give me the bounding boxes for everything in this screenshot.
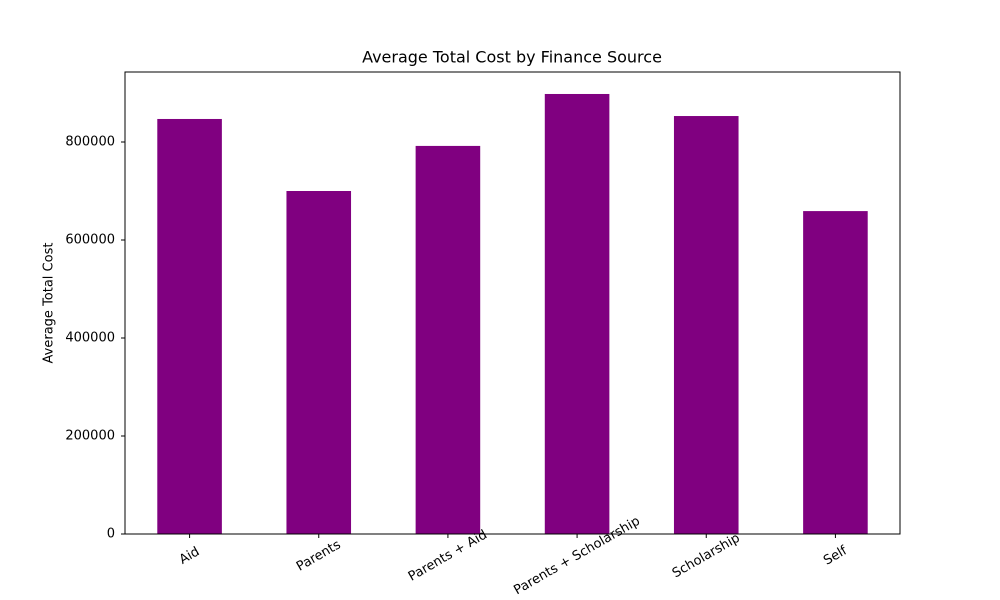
y-tick-label: 800000 <box>65 134 115 149</box>
chart-title: Average Total Cost by Finance Source <box>362 48 662 67</box>
bar <box>544 93 610 535</box>
x-tick-label: Parents <box>294 537 344 574</box>
x-tick-label: Scholarship <box>670 531 743 582</box>
y-tick-label: 0 <box>107 527 115 542</box>
x-tick-label: Self <box>821 543 850 568</box>
x-tick-label: Aid <box>177 544 202 567</box>
y-tick-label: 200000 <box>65 429 115 444</box>
plot-frame <box>124 71 901 535</box>
bar <box>286 190 352 535</box>
y-tick-label: 600000 <box>65 232 115 247</box>
y-tick-label: 400000 <box>65 330 115 345</box>
bar <box>415 145 481 535</box>
y-axis-label: Average Total Cost <box>42 243 57 364</box>
bar <box>803 211 868 534</box>
bar <box>673 116 739 534</box>
bar <box>157 118 222 534</box>
